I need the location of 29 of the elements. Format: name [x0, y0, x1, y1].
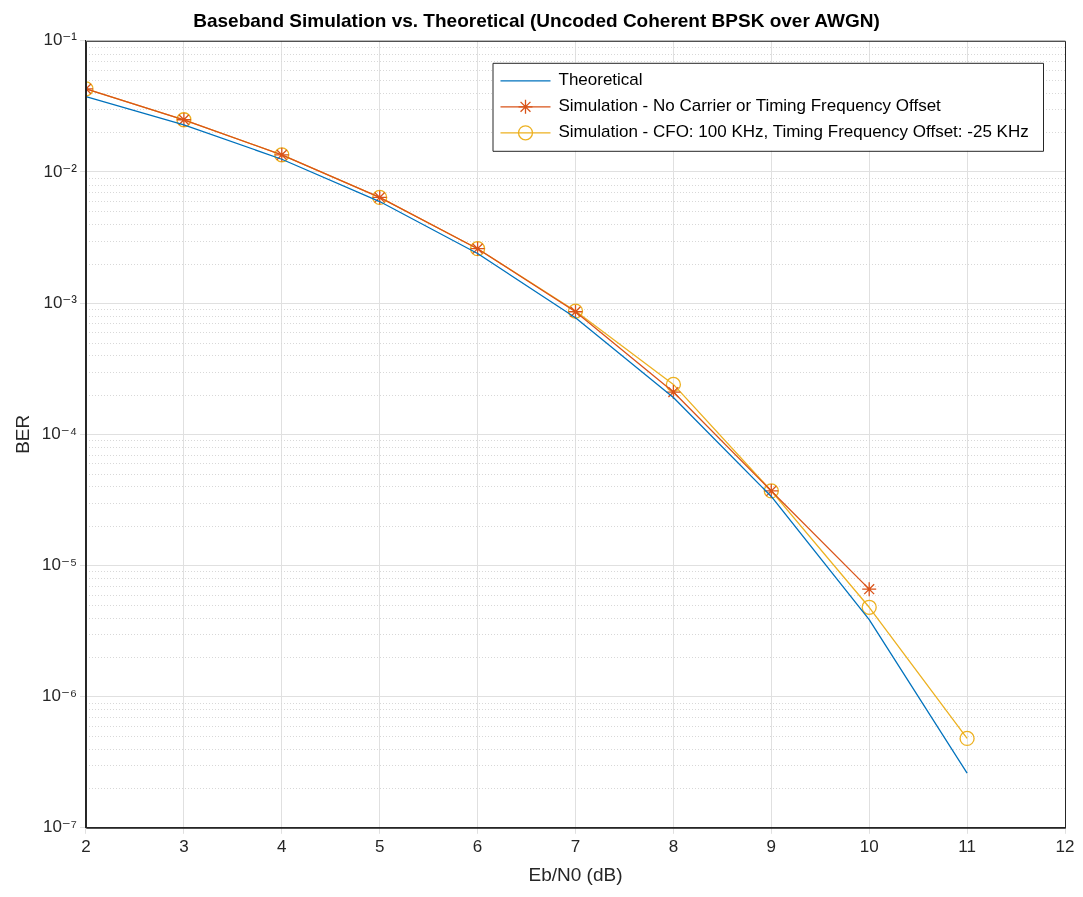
point — [665, 384, 682, 400]
x-tick-label: 7 — [570, 836, 581, 856]
y-tick-label: 10⁻⁶ — [42, 686, 77, 706]
x-tick-label: 12 — [1055, 836, 1075, 856]
y-tick-label: 10⁻⁷ — [42, 817, 77, 837]
y-axis-title: BER — [11, 414, 33, 454]
x-tick-label: 6 — [472, 836, 483, 856]
legend-label: Theoretical — [558, 70, 643, 90]
point — [959, 730, 975, 747]
legend-label: Simulation - CFO: 100 KHz, Timing Frequency Offset: -25 KHz — [558, 122, 1029, 142]
chart-title: Baseband Simulation vs. Theoretical (Uncoded Coherent BPSK over AWGN) — [193, 9, 880, 31]
legend-label: Simulation - No Carrier or Timing Frequency Offset — [558, 96, 942, 116]
y-tick-label: 10⁻³ — [43, 292, 78, 312]
point — [665, 376, 682, 393]
point — [861, 581, 877, 597]
x-tick-label: 5 — [374, 836, 385, 856]
x-axis-title: Eb/N0 (dB) — [528, 863, 623, 885]
x-tick-label: 2 — [81, 836, 91, 856]
x-tick-label: 8 — [668, 836, 679, 856]
x-tick-label: 11 — [958, 836, 976, 856]
x-tick-label: 9 — [766, 836, 777, 856]
y-tick-label: 10⁻¹ — [43, 30, 78, 50]
x-tick-label: 4 — [277, 836, 287, 856]
point — [861, 599, 877, 615]
x-tick-label: 3 — [179, 836, 189, 856]
y-tick-label: 10⁻² — [43, 161, 78, 181]
x-tick-label: 10 — [859, 836, 879, 856]
y-tick-label: 10⁻⁴ — [41, 423, 77, 443]
y-tick-label: 10⁻⁵ — [42, 555, 77, 575]
